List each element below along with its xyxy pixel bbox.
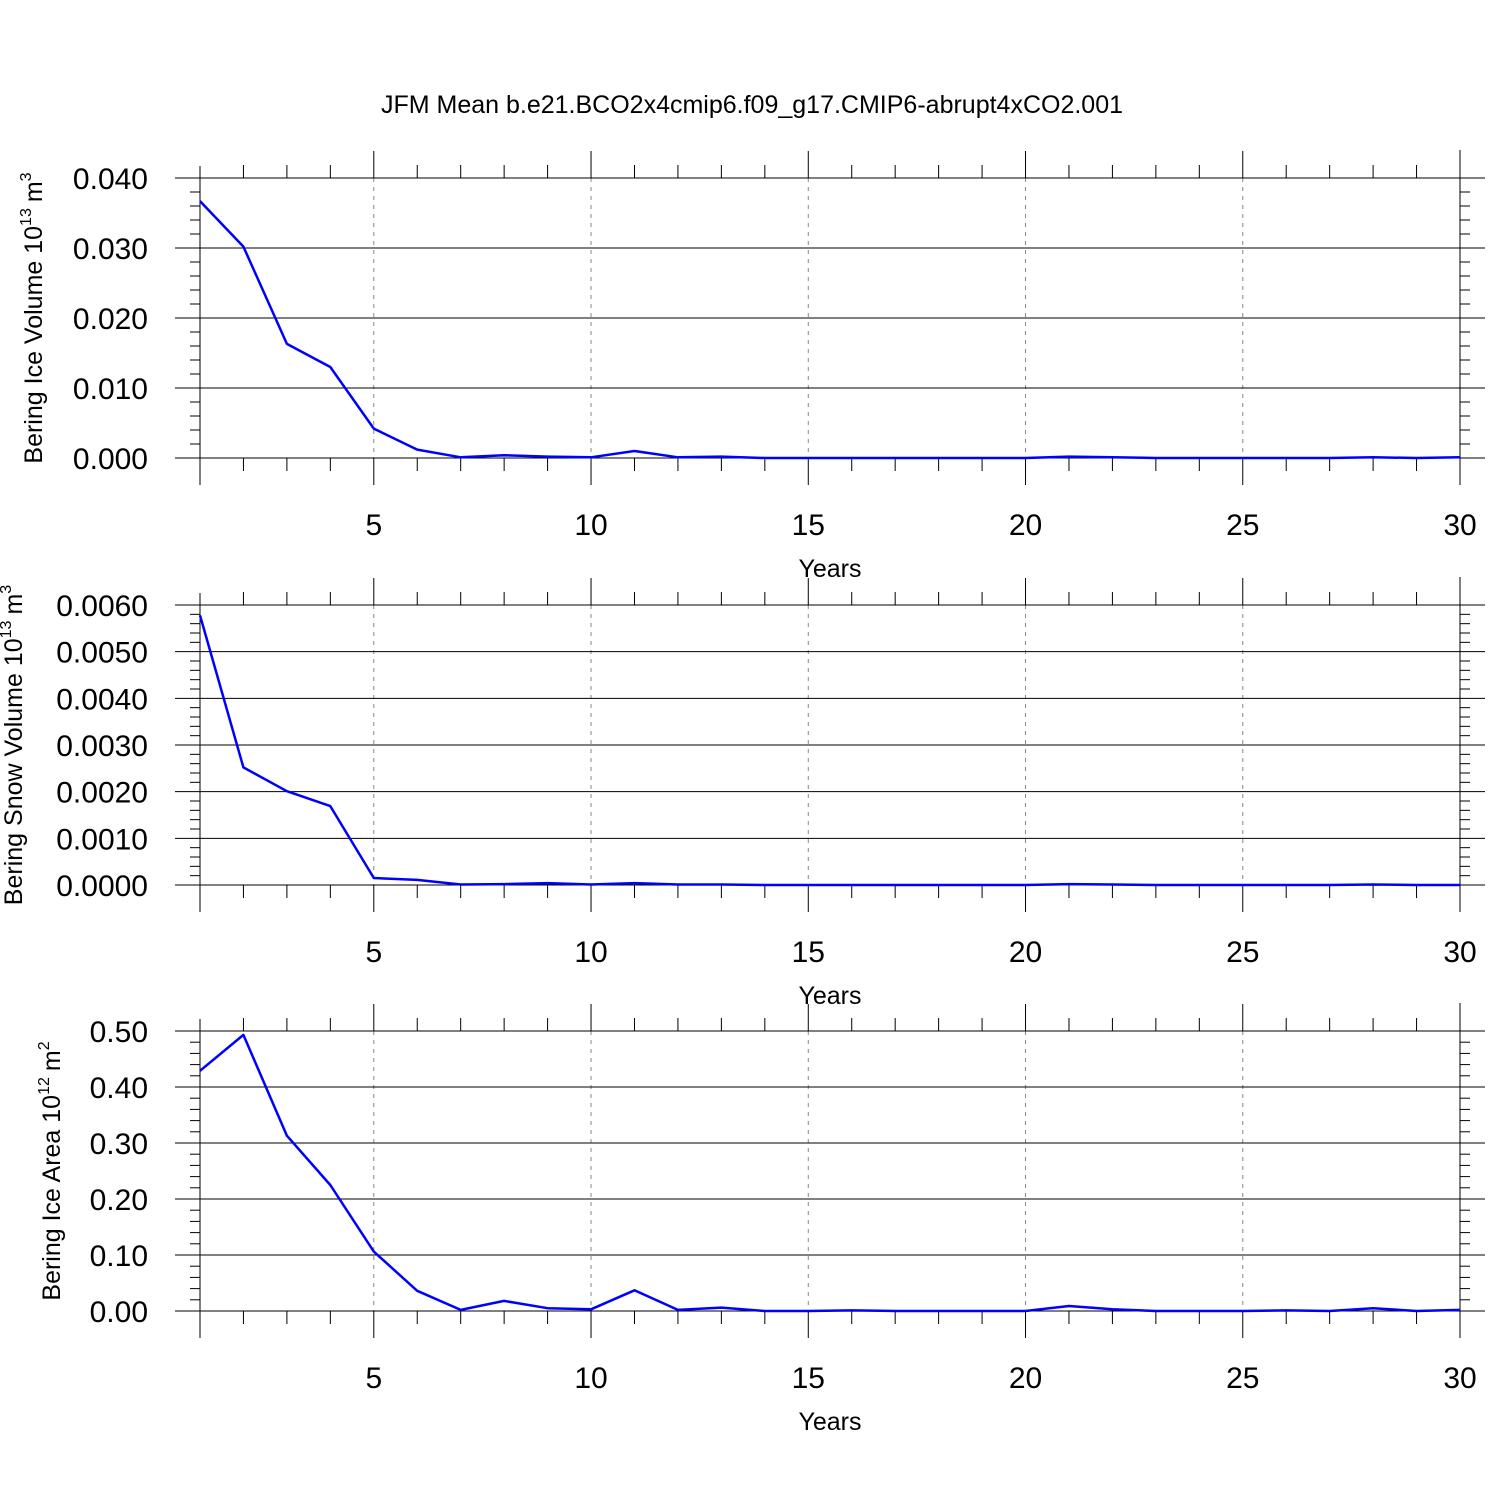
- y-tick-label: 0.30: [90, 1128, 148, 1161]
- x-tick-label: 30: [1443, 936, 1476, 969]
- series-line: [199, 1033, 1461, 1313]
- y-axis-label: Bering Ice Area 1012m2: [36, 1041, 66, 1300]
- x-tick-label: 20: [1009, 1362, 1042, 1395]
- x-tick-label: 20: [1009, 936, 1042, 969]
- y-tick-label: 0.0000: [56, 870, 148, 903]
- x-tick-label: 30: [1443, 1362, 1476, 1395]
- y-tick-label: 0.0010: [56, 823, 148, 856]
- y-tick-label: 0.40: [90, 1072, 148, 1105]
- y-tick-label: 0.0020: [56, 777, 148, 810]
- y-tick-label: 0.010: [73, 373, 148, 406]
- x-tick-label: 30: [1443, 509, 1476, 542]
- y-tick-label: 0.0060: [56, 590, 148, 623]
- x-tick-label: 25: [1226, 1362, 1259, 1395]
- series-line: [198, 614, 1460, 887]
- x-tick-label: 25: [1226, 509, 1259, 542]
- x-tick-label: 15: [792, 936, 825, 969]
- y-tick-label: 0.020: [73, 303, 148, 336]
- x-tick-label: 5: [365, 1362, 382, 1395]
- y-tick-label: 0.030: [73, 233, 148, 266]
- x-tick-label: 25: [1226, 936, 1259, 969]
- y-tick-label: 0.0030: [56, 730, 148, 763]
- x-tick-label: 15: [792, 509, 825, 542]
- y-tick-label: 0.10: [90, 1240, 148, 1273]
- y-tick-label: 0.000: [73, 443, 148, 476]
- x-axis-label: Years: [798, 1408, 861, 1436]
- x-tick-label: 20: [1009, 509, 1042, 542]
- y-tick-label: 0.040: [73, 163, 148, 196]
- x-axis-label: Years: [798, 982, 861, 1010]
- x-tick-label: 5: [365, 936, 382, 969]
- y-tick-label: 0.20: [90, 1184, 148, 1217]
- y-tick-label: 0.0040: [56, 683, 148, 716]
- panel-1: 0.000 0.010 0.020 0.030 0.040 5 10 15 20 25 30 Year…: [18, 150, 1485, 583]
- y-axis-label: Bering Ice Volume 1013m3: [18, 172, 48, 463]
- x-axis-label: Years: [798, 555, 861, 583]
- chart-title: JFM Mean b.e21.BCO2x4cmip6.f09_g17.CMIP6…: [381, 91, 1123, 119]
- y-axis-label: Bering Snow Volume 1013m3: [0, 585, 28, 905]
- x-tick-label: 15: [792, 1362, 825, 1395]
- x-tick-label: 10: [574, 509, 607, 542]
- x-tick-label: 5: [365, 509, 382, 542]
- panel-2: 0.0000 0.0010 0.0020 0.0030 0.0040 0.0050 0.00…: [0, 577, 1485, 1010]
- x-tick-label: 10: [574, 1362, 607, 1395]
- series-line: [199, 200, 1461, 460]
- panel-3: 0.00 0.10 0.20 0.30 0.40 0.50 5 10 15 20 25 30 Years…: [36, 1003, 1485, 1436]
- y-tick-label: 0.0050: [56, 637, 148, 670]
- y-tick-label: 0.50: [90, 1016, 148, 1049]
- x-tick-label: 10: [574, 936, 607, 969]
- y-tick-label: 0.00: [90, 1296, 148, 1329]
